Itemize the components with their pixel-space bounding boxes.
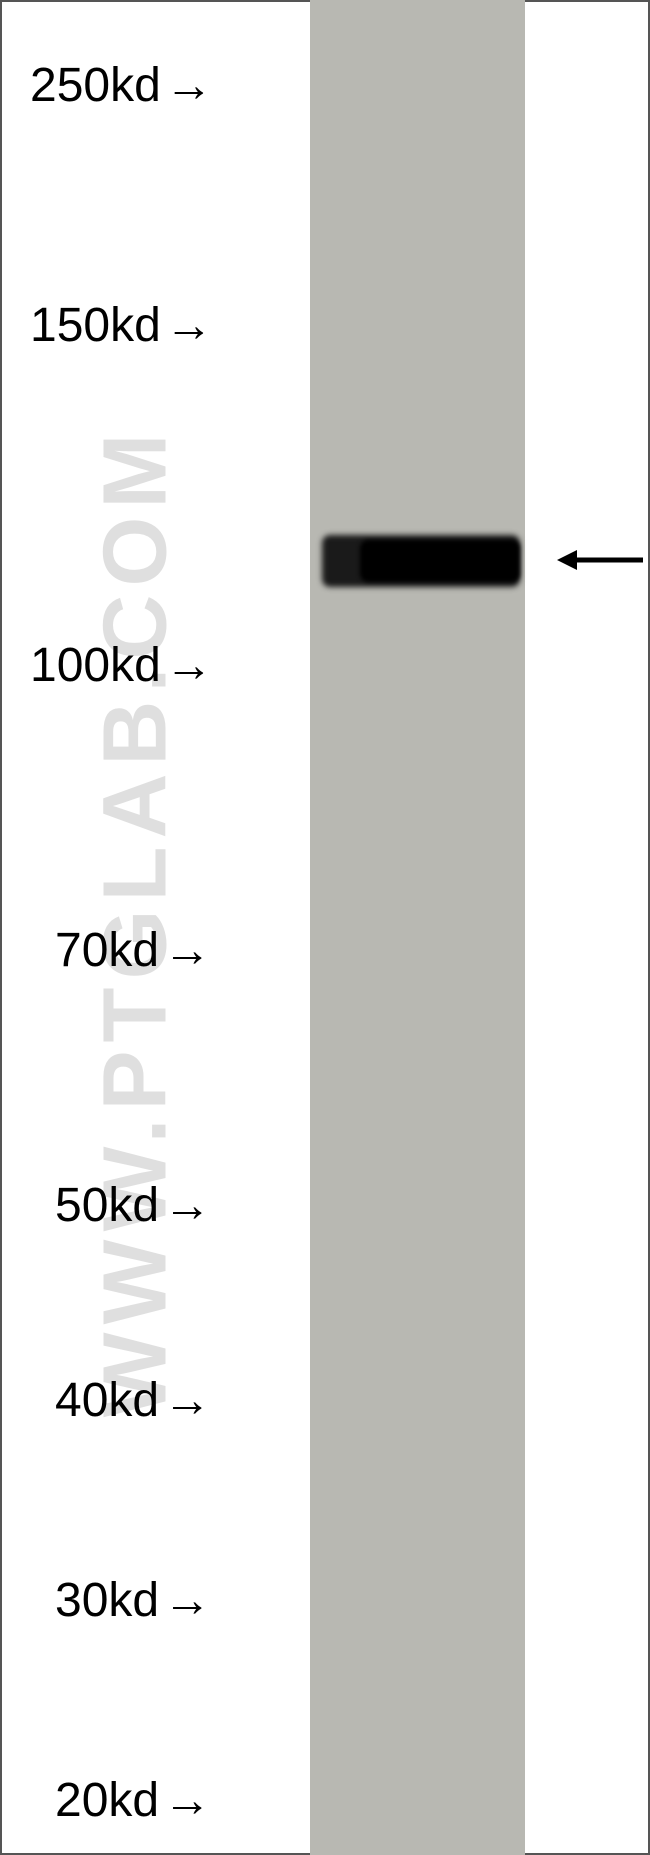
marker-20kd: 20kd→ xyxy=(55,1773,211,1828)
marker-30kd: 30kd→ xyxy=(55,1573,211,1628)
marker-arrow-icon: → xyxy=(163,1178,211,1233)
watermark-text: WWW.PTGLAB.COM xyxy=(84,426,187,1418)
marker-arrow-icon: → xyxy=(165,58,213,113)
blot-container: WWW.PTGLAB.COM 250kd→ 150kd→ 100kd→ 70kd… xyxy=(0,0,650,1855)
marker-70kd: 70kd→ xyxy=(55,923,211,978)
protein-band-core xyxy=(360,540,520,582)
marker-label-text: 150kd xyxy=(30,298,161,353)
marker-arrow-icon: → xyxy=(165,638,213,693)
marker-arrow-icon: → xyxy=(163,1373,211,1428)
marker-arrow-icon: → xyxy=(165,298,213,353)
marker-40kd: 40kd→ xyxy=(55,1373,211,1428)
marker-arrow-icon: → xyxy=(163,1573,211,1628)
gel-lane xyxy=(310,0,525,1855)
marker-50kd: 50kd→ xyxy=(55,1178,211,1233)
marker-arrow-icon: → xyxy=(163,923,211,978)
marker-150kd: 150kd→ xyxy=(30,298,213,353)
marker-label-text: 40kd xyxy=(55,1373,159,1428)
marker-label-text: 70kd xyxy=(55,923,159,978)
marker-label-text: 50kd xyxy=(55,1178,159,1233)
marker-label-text: 20kd xyxy=(55,1773,159,1828)
marker-100kd: 100kd→ xyxy=(30,638,213,693)
marker-label-text: 30kd xyxy=(55,1573,159,1628)
marker-arrow-icon: → xyxy=(163,1773,211,1828)
marker-250kd: 250kd→ xyxy=(30,58,213,113)
marker-label-text: 100kd xyxy=(30,638,161,693)
marker-label-text: 250kd xyxy=(30,58,161,113)
band-indicator-arrow-icon xyxy=(555,528,645,593)
